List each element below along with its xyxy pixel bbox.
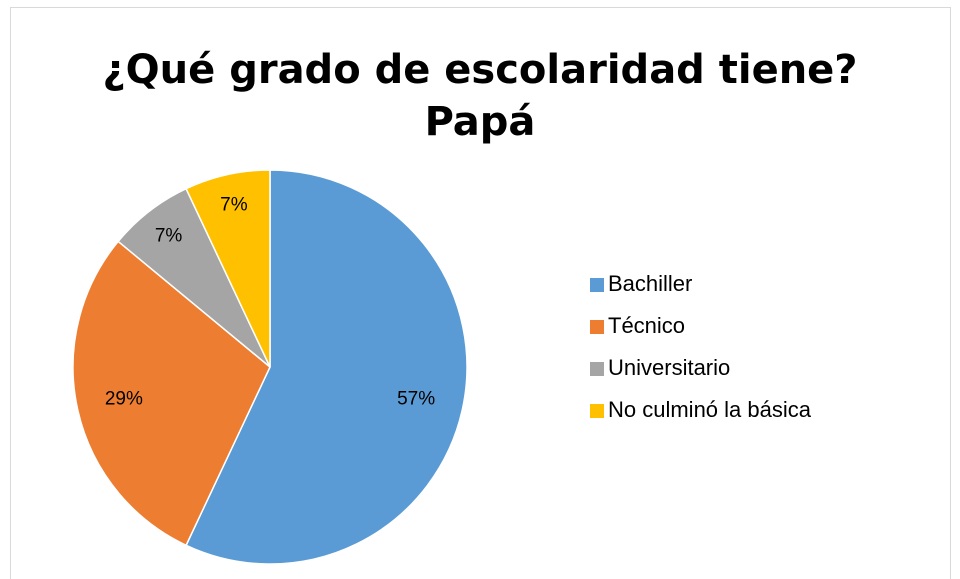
chart-subtitle: Papá [425, 99, 536, 145]
chart-title: ¿Qué grado de escolaridad tiene? [102, 47, 857, 93]
legend-label: Bachiller [608, 271, 692, 296]
data-label: 7% [155, 225, 183, 246]
legend-swatch [590, 278, 604, 292]
legend-label: No culminó la básica [608, 397, 812, 422]
legend-swatch [590, 404, 604, 418]
legend-swatch [590, 362, 604, 376]
legend-swatch [590, 320, 604, 334]
data-label: 57% [397, 389, 435, 410]
data-label: 29% [105, 389, 143, 410]
pie-slice [185, 169, 271, 368]
pie-slice [72, 240, 271, 547]
legend-label: Universitario [608, 355, 730, 380]
pie-slice [185, 169, 468, 565]
data-label: 7% [220, 195, 248, 216]
legend-label: Técnico [608, 313, 685, 338]
